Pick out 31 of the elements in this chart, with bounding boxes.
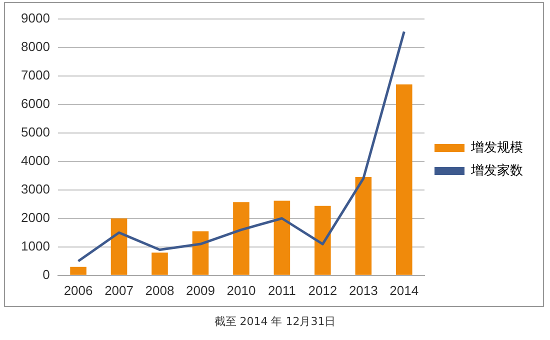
y-tick-label: 6000 xyxy=(21,96,50,111)
y-tick-label: 8000 xyxy=(21,38,50,54)
x-tick-label: 2012 xyxy=(308,282,338,298)
y-tick-label: 2000 xyxy=(21,210,50,225)
y-tick-label: 7000 xyxy=(21,67,50,82)
bar xyxy=(192,231,209,275)
x-tick-label: 2007 xyxy=(104,282,134,298)
bar xyxy=(396,84,412,275)
bar xyxy=(233,202,250,275)
legend-label: 增发家数 xyxy=(470,162,523,178)
y-tick-label: 0 xyxy=(42,266,50,282)
x-tick-label: 2010 xyxy=(226,282,256,298)
bar xyxy=(110,218,128,275)
text: 截至 2014 年 12月31日 xyxy=(213,314,337,329)
x-tick-label: 2013 xyxy=(348,282,378,298)
bar xyxy=(70,266,86,275)
x-tick-label: 2011 xyxy=(268,282,296,298)
x-tick-label: 2014 xyxy=(390,282,419,298)
y-tick-label: 5000 xyxy=(21,124,50,140)
bar xyxy=(314,206,331,275)
x-tick-label: 2006 xyxy=(64,282,93,298)
y-tick-label: 3000 xyxy=(21,181,50,196)
bar xyxy=(355,177,372,275)
y-tick-label: 4000 xyxy=(21,152,50,168)
y-tick-label: 1000 xyxy=(21,238,50,254)
x-tick-label: 2009 xyxy=(186,282,215,298)
y-tick-label: 9000 xyxy=(21,10,50,26)
bar xyxy=(152,252,168,275)
x-tick-label: 2008 xyxy=(145,282,174,298)
legend-label: 增发规模 xyxy=(470,140,523,156)
bar xyxy=(274,200,290,275)
